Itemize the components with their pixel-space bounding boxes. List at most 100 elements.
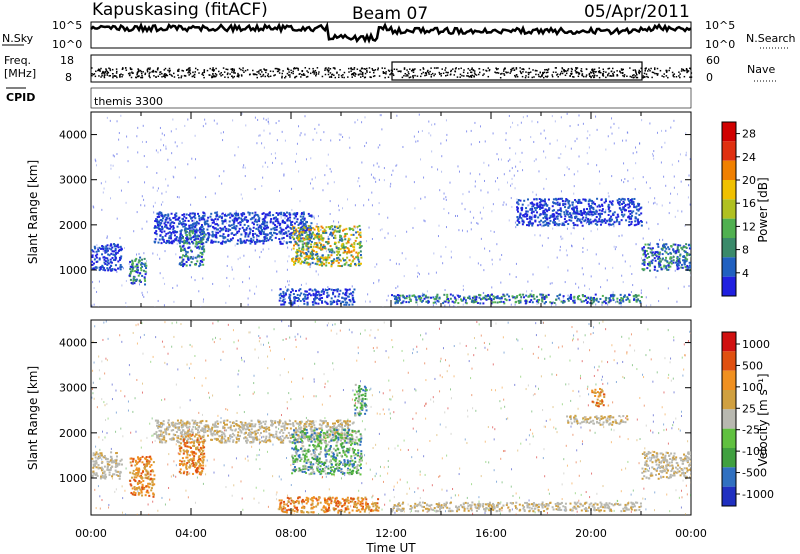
scatter-speckle	[313, 217, 315, 220]
heatmap-cell	[485, 298, 488, 301]
heatmap-cell	[318, 293, 321, 296]
scatter-speckle	[262, 165, 264, 168]
heatmap-cell	[140, 258, 143, 261]
heatmap-cell	[305, 255, 308, 258]
heatmap-cell	[323, 263, 326, 266]
heatmap-cell	[291, 227, 294, 230]
freq-point	[602, 70, 605, 73]
freq-point	[244, 69, 247, 72]
freq-point	[327, 73, 330, 76]
heatmap-cell	[347, 239, 350, 242]
scatter-speckle	[621, 179, 623, 182]
heatmap-cell	[197, 240, 200, 243]
scatter-speckle	[462, 288, 464, 291]
scatter-speckle	[491, 286, 493, 289]
heatmap-cell	[405, 301, 408, 304]
freq-point	[313, 71, 316, 73]
freq-point	[220, 72, 223, 74]
heatmap-cell	[606, 220, 609, 223]
scatter-speckle	[607, 192, 609, 195]
heatmap-cell	[261, 239, 264, 242]
heatmap-cell	[280, 295, 283, 298]
heatmap-cell	[578, 213, 581, 216]
heatmap-cell	[358, 224, 361, 227]
heatmap-cell	[578, 201, 581, 204]
heatmap-cell	[637, 294, 640, 297]
heatmap-cell	[275, 225, 278, 228]
heatmap-cell	[336, 226, 339, 229]
scatter-speckle	[480, 189, 482, 192]
heatmap-cell	[473, 301, 476, 304]
heatmap-cell	[599, 223, 602, 226]
heatmap-cell	[443, 300, 446, 303]
scatter-speckle	[195, 158, 197, 161]
heatmap-cell	[321, 264, 324, 267]
heatmap-cell	[235, 219, 238, 222]
heatmap-cell	[303, 237, 306, 240]
heatmap-cell	[498, 297, 501, 300]
scatter-speckle	[291, 305, 293, 307]
heatmap-cell	[274, 236, 277, 239]
scatter-speckle	[608, 195, 610, 198]
heatmap-cell	[667, 268, 670, 271]
heatmap-cell	[344, 246, 347, 249]
heatmap-cell	[194, 235, 197, 238]
heatmap-cell	[217, 224, 220, 227]
scatter-speckle	[357, 180, 359, 183]
scatter-speckle	[559, 249, 561, 252]
freq-point	[647, 70, 649, 72]
heatmap-cell	[334, 295, 337, 298]
freq-point	[607, 73, 609, 76]
heatmap-cell	[277, 222, 280, 225]
heatmap-cell	[280, 228, 283, 231]
heatmap-cell	[560, 210, 563, 213]
scatter-speckle	[540, 294, 542, 297]
heatmap-cell	[264, 213, 267, 216]
scatter-speckle	[646, 221, 648, 224]
heatmap-cell	[347, 237, 350, 240]
freq-point	[500, 73, 502, 75]
freq-point	[630, 76, 633, 78]
heatmap-cell	[140, 269, 143, 272]
scatter-speckle	[422, 292, 424, 295]
heatmap-cell	[511, 295, 514, 298]
heatmap-cell	[357, 251, 360, 254]
heatmap-cell	[93, 268, 96, 271]
scatter-speckle	[259, 134, 261, 137]
scatter-speckle	[415, 389, 417, 392]
heatmap-cell	[300, 219, 303, 222]
heatmap-cell	[220, 228, 223, 231]
freq-point	[231, 69, 234, 71]
heatmap-cell	[292, 247, 295, 250]
heatmap-cell	[316, 290, 319, 293]
heatmap-cell	[307, 228, 310, 231]
freq-point	[188, 74, 190, 76]
heatmap-cell	[611, 200, 614, 203]
heatmap-cell	[636, 299, 639, 302]
heatmap-cell	[131, 260, 134, 263]
scatter-speckle	[582, 250, 584, 253]
heatmap-cell	[233, 212, 236, 215]
heatmap-cell	[408, 296, 411, 299]
heatmap-cell	[359, 246, 362, 249]
heatmap-cell	[219, 227, 222, 230]
heatmap-cell	[580, 221, 583, 224]
heatmap-cell	[183, 249, 186, 252]
heatmap-cell	[391, 294, 394, 297]
heatmap-cell	[612, 212, 615, 215]
freq-point	[622, 68, 624, 71]
heatmap-cell	[295, 228, 298, 231]
scatter-speckle	[503, 173, 505, 176]
heatmap-cell	[348, 259, 351, 262]
heatmap-cell	[585, 213, 588, 216]
heatmap-cell	[294, 258, 297, 261]
freq-point	[509, 72, 511, 74]
freq-point	[543, 71, 546, 74]
scatter-speckle	[652, 152, 654, 155]
heatmap-cell	[338, 229, 341, 232]
heatmap-cell	[348, 303, 351, 306]
heatmap-cell	[172, 228, 175, 231]
scatter-speckle	[387, 232, 389, 235]
freq-point	[313, 73, 315, 75]
heatmap-cell	[332, 231, 335, 234]
